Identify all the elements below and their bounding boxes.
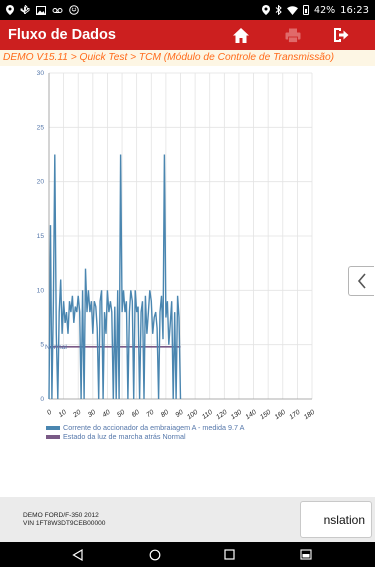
vehicle-model: DEMO FORD/F-350 2012 — [23, 512, 99, 519]
home-icon — [233, 27, 249, 43]
footer-bar: DEMO FORD/F-350 2012 VIN 1FT8W3DT9CEB000… — [0, 497, 375, 542]
battery-level: 42% — [314, 4, 336, 16]
vehicle-info: DEMO FORD/F-350 2012 VIN 1FT8W3DT9CEB000… — [23, 512, 105, 528]
location-icon — [262, 5, 271, 15]
clock: 16:23 — [340, 4, 369, 16]
translation-button[interactable]: nslation — [300, 501, 372, 538]
vehicle-vin: VIN 1FT8W3DT9CEB00000 — [23, 520, 106, 527]
exit-icon — [334, 28, 349, 42]
screenshot-icon — [300, 549, 312, 560]
series-line-corrente-accionador — [48, 154, 182, 400]
x-tick-label: 70 — [145, 409, 155, 419]
location-icon — [6, 5, 14, 15]
breadcrumb: DEMO V15.11 > Quick Test > TCM (Módulo d… — [0, 50, 375, 66]
chart-legend: Corrente do accionador da embraiagem A -… — [46, 423, 244, 441]
x-tick-label: 170 — [288, 409, 301, 421]
y-tick-label: 0 — [40, 396, 44, 403]
print-icon — [285, 28, 301, 43]
app-header: Fluxo de Dados — [0, 20, 375, 50]
exit-button[interactable] — [319, 22, 363, 48]
x-tick-label: 150 — [259, 409, 272, 421]
x-tick-label: 30 — [87, 409, 97, 419]
y-tick-label: 15 — [37, 233, 45, 240]
x-tick-label: 110 — [201, 409, 214, 421]
legend-item: Estado da luz de marcha atrás Normal — [46, 432, 244, 441]
x-tick-label: 50 — [116, 409, 126, 419]
data-stream-chart: 0 5 10 15 20 25 30 0 10 20 30 40 50 60 70 80 90 100 110 120… — [0, 66, 375, 436]
back-button[interactable] — [62, 542, 92, 567]
side-panel-toggle[interactable] — [348, 266, 374, 296]
status-right: 42% 16:23 — [262, 0, 369, 20]
x-tick-label: 100 — [186, 409, 199, 421]
legend-label: Estado da luz de marcha atrás Normal — [63, 432, 186, 441]
x-tick-label: 140 — [244, 409, 257, 421]
x-tick-label: 160 — [274, 409, 287, 421]
legend-swatch-series-2 — [46, 434, 60, 439]
home-nav-button[interactable] — [140, 542, 170, 567]
annotation-label: Normal — [45, 344, 67, 351]
legend-swatch-series-1 — [46, 425, 60, 430]
recents-button[interactable] — [214, 542, 244, 567]
x-tick-label: 20 — [71, 409, 82, 420]
y-tick-label: 30 — [37, 70, 45, 77]
legend-label: Corrente do accionador da embraiagem A -… — [63, 423, 245, 432]
system-navigation-bar — [0, 542, 375, 567]
chevron-left-icon — [357, 273, 366, 289]
x-tick-label: 60 — [131, 409, 141, 419]
x-tick-label: 90 — [174, 409, 184, 419]
y-tick-label: 25 — [37, 124, 45, 131]
legend-item: Corrente do accionador da embraiagem A -… — [46, 423, 244, 432]
recents-icon — [223, 549, 235, 560]
y-tick-label: 10 — [37, 287, 45, 294]
usb-icon — [20, 5, 30, 14]
app-notification-icon — [69, 5, 79, 15]
voicemail-icon — [52, 7, 63, 13]
y-tick-label: 20 — [37, 179, 45, 186]
x-tick-label: 180 — [303, 409, 316, 421]
status-left — [6, 0, 79, 20]
x-tick-label: 130 — [230, 409, 243, 421]
wifi-icon — [287, 5, 299, 15]
home-button[interactable] — [219, 22, 263, 48]
page-title: Fluxo de Dados — [8, 27, 116, 43]
status-bar: 42% 16:23 — [0, 0, 375, 20]
bluetooth-icon — [275, 5, 282, 15]
x-tick-label: 80 — [160, 409, 170, 419]
x-tick-label: 120 — [215, 409, 228, 421]
battery-icon — [303, 5, 310, 15]
print-button[interactable] — [271, 22, 315, 48]
back-icon — [71, 548, 83, 561]
x-tick-label: 0 — [46, 409, 53, 417]
x-tick-label: 40 — [101, 409, 111, 419]
image-icon — [36, 5, 46, 15]
y-tick-label: 5 — [40, 342, 44, 349]
x-tick-label: 10 — [58, 409, 68, 419]
home-circle-icon — [149, 549, 161, 560]
screenshot-button[interactable] — [291, 542, 321, 567]
